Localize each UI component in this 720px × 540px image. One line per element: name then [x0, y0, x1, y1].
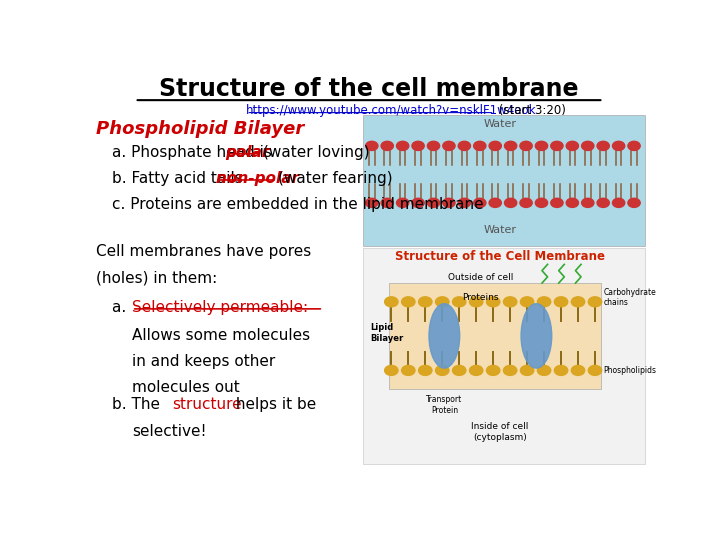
Circle shape: [503, 297, 517, 307]
Circle shape: [489, 198, 501, 207]
Ellipse shape: [429, 303, 459, 368]
Circle shape: [487, 297, 500, 307]
Circle shape: [554, 297, 568, 307]
Circle shape: [521, 297, 534, 307]
Circle shape: [613, 141, 625, 151]
FancyBboxPatch shape: [364, 114, 645, 246]
Text: (holes) in them:: (holes) in them:: [96, 271, 217, 286]
Circle shape: [536, 141, 548, 151]
Circle shape: [566, 198, 578, 207]
Text: Transport
Protein: Transport Protein: [426, 395, 462, 415]
Text: helps it be: helps it be: [231, 397, 316, 413]
Circle shape: [613, 198, 625, 207]
Circle shape: [458, 141, 470, 151]
Text: c. Proteins are embedded in the lipid membrane: c. Proteins are embedded in the lipid me…: [112, 197, 484, 212]
Text: (start 3:20): (start 3:20): [495, 104, 565, 117]
Text: Water: Water: [484, 225, 517, 235]
Text: non-polar: non-polar: [215, 171, 304, 186]
Circle shape: [436, 366, 449, 375]
Circle shape: [443, 141, 455, 151]
Circle shape: [418, 297, 432, 307]
Circle shape: [428, 198, 440, 207]
Circle shape: [489, 141, 501, 151]
Circle shape: [487, 366, 500, 375]
Text: Water: Water: [484, 119, 517, 129]
Circle shape: [505, 198, 517, 207]
Circle shape: [597, 141, 609, 151]
Circle shape: [520, 141, 532, 151]
Circle shape: [505, 141, 517, 151]
Circle shape: [436, 297, 449, 307]
Circle shape: [412, 141, 424, 151]
Text: selective!: selective!: [132, 424, 207, 440]
Text: Selectively permeable:: Selectively permeable:: [132, 300, 308, 315]
Text: Outside of cell: Outside of cell: [448, 273, 513, 282]
Text: Structure of the Cell Membrane: Structure of the Cell Membrane: [395, 250, 605, 263]
Circle shape: [412, 198, 424, 207]
Circle shape: [588, 297, 602, 307]
Circle shape: [537, 297, 551, 307]
Circle shape: [384, 297, 398, 307]
Text: polar: polar: [225, 145, 275, 160]
Text: a. Phosphate head is: a. Phosphate head is: [112, 145, 277, 160]
Circle shape: [551, 198, 563, 207]
Circle shape: [582, 198, 594, 207]
Circle shape: [554, 366, 568, 375]
Text: Proteins: Proteins: [462, 293, 499, 302]
Circle shape: [402, 297, 415, 307]
Circle shape: [452, 366, 466, 375]
Circle shape: [443, 198, 455, 207]
Text: structure: structure: [173, 397, 242, 413]
Circle shape: [572, 366, 585, 375]
Text: Structure of the cell membrane: Structure of the cell membrane: [159, 77, 579, 102]
Circle shape: [537, 366, 551, 375]
Text: b. Fatty acid tails: b. Fatty acid tails: [112, 171, 248, 186]
Circle shape: [572, 297, 585, 307]
Circle shape: [452, 297, 466, 307]
Text: (water loving): (water loving): [263, 145, 369, 160]
Circle shape: [588, 366, 602, 375]
Text: Inside of cell
(cytoplasm): Inside of cell (cytoplasm): [472, 422, 528, 442]
Circle shape: [520, 198, 532, 207]
Circle shape: [597, 198, 609, 207]
Text: Allows some molecules: Allows some molecules: [132, 328, 310, 343]
Circle shape: [566, 141, 578, 151]
Ellipse shape: [521, 303, 552, 368]
Circle shape: [381, 141, 393, 151]
Circle shape: [521, 366, 534, 375]
Text: Carbohydrate
chains: Carbohydrate chains: [603, 288, 656, 307]
Circle shape: [503, 366, 517, 375]
Circle shape: [366, 141, 378, 151]
Circle shape: [397, 141, 409, 151]
Text: Phospholipid Bilayer: Phospholipid Bilayer: [96, 120, 304, 138]
Circle shape: [536, 198, 548, 207]
Circle shape: [628, 198, 640, 207]
Text: https://www.youtube.com/watch?v=nsklF1w4eok: https://www.youtube.com/watch?v=nsklF1w4…: [246, 104, 536, 117]
Circle shape: [428, 141, 440, 151]
Text: a.: a.: [112, 300, 132, 315]
Circle shape: [551, 141, 563, 151]
Circle shape: [366, 198, 378, 207]
Circle shape: [474, 198, 486, 207]
Circle shape: [418, 366, 432, 375]
Circle shape: [384, 366, 398, 375]
Circle shape: [582, 141, 594, 151]
Text: in and keeps other: in and keeps other: [132, 354, 275, 369]
Text: (water fearing): (water fearing): [278, 171, 392, 186]
Text: Lipid
Bilayer: Lipid Bilayer: [370, 323, 403, 343]
FancyBboxPatch shape: [389, 283, 600, 389]
Circle shape: [458, 198, 470, 207]
Circle shape: [469, 297, 483, 307]
Circle shape: [402, 366, 415, 375]
Text: b. The: b. The: [112, 397, 165, 413]
FancyBboxPatch shape: [364, 248, 645, 464]
Circle shape: [381, 198, 393, 207]
Text: molecules out: molecules out: [132, 380, 240, 395]
Circle shape: [474, 141, 486, 151]
Circle shape: [397, 198, 409, 207]
Circle shape: [469, 366, 483, 375]
Circle shape: [628, 141, 640, 151]
Text: Cell membranes have pores: Cell membranes have pores: [96, 245, 311, 259]
Text: Phospholipids: Phospholipids: [603, 366, 657, 375]
